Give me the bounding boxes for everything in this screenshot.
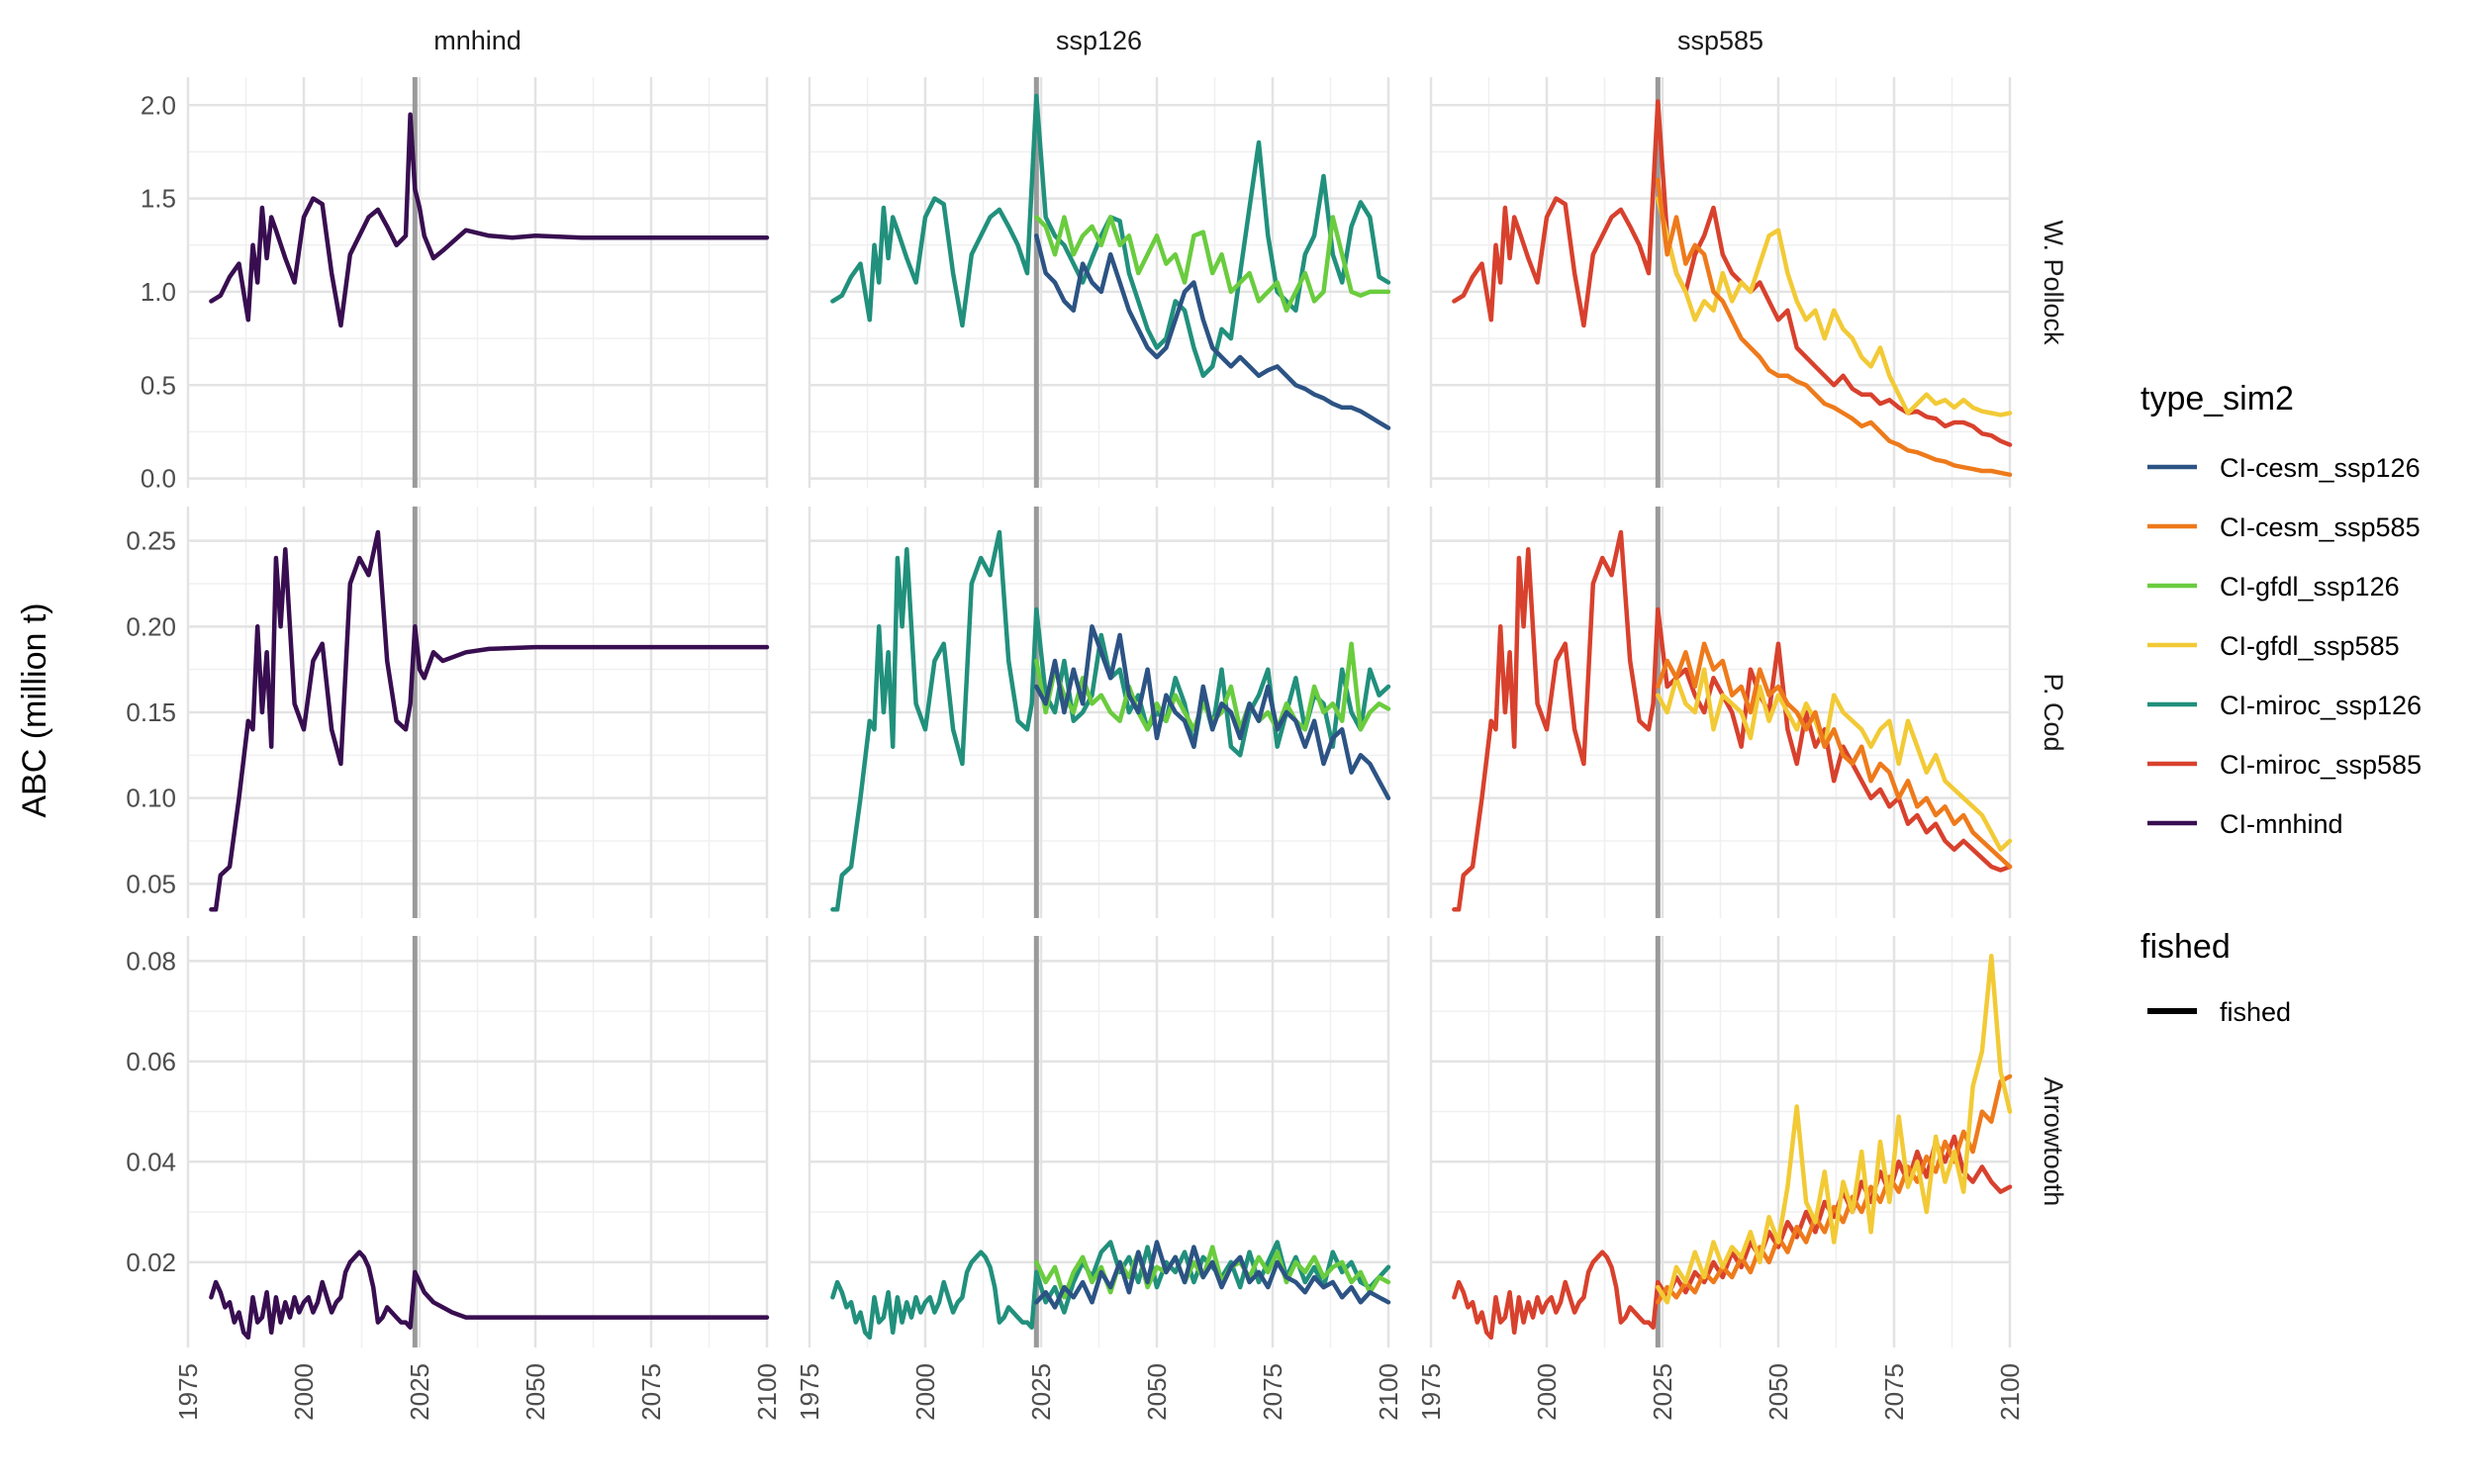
y-tick-label: 0.25 bbox=[126, 526, 176, 556]
legend-item-CI-gfdl_ssp585: CI-gfdl_ssp585 bbox=[2147, 631, 2400, 661]
y-tick-label: 0.05 bbox=[126, 869, 176, 898]
panel-1-0: 0.05 0.10 0.15 0.20 0.25 bbox=[126, 507, 769, 918]
x-tick-label: 2100 bbox=[1374, 1363, 1403, 1421]
series-line-CI-mnhind bbox=[209, 1250, 770, 1341]
panel-2-1: 1975 2000 2025 2050 2075 2100 bbox=[795, 936, 1403, 1421]
x-tick-label: 1975 bbox=[1416, 1363, 1446, 1421]
x-tick-label: 2100 bbox=[752, 1363, 782, 1421]
x-tick-label: 2000 bbox=[910, 1363, 940, 1421]
legend-item-fished: fished bbox=[2147, 997, 2291, 1027]
y-tick-label: 0.02 bbox=[126, 1248, 176, 1277]
y-tick-label: 0.10 bbox=[126, 784, 176, 813]
legend: type_sim2 CI-cesm_ssp126CI-cesm_ssp585CI… bbox=[2141, 380, 2422, 1027]
legend-item-CI-gfdl_ssp126: CI-gfdl_ssp126 bbox=[2147, 572, 2400, 602]
legend-item-CI-mnhind: CI-mnhind bbox=[2147, 809, 2343, 839]
series-line-CI-miroc_ssp585 bbox=[1452, 1134, 2013, 1341]
y-tick-label: 0.08 bbox=[126, 946, 176, 975]
legend-item-CI-miroc_ssp126: CI-miroc_ssp126 bbox=[2147, 691, 2422, 720]
legend-label: CI-mnhind bbox=[2220, 809, 2343, 839]
x-tick-label: 2050 bbox=[1142, 1363, 1172, 1421]
legend-label: fished bbox=[2220, 997, 2291, 1027]
panel-0-2 bbox=[1429, 77, 2012, 488]
x-tick-label: 2000 bbox=[1532, 1363, 1562, 1421]
legend-label: CI-cesm_ssp585 bbox=[2220, 512, 2421, 542]
series-line-CI-cesm_ssp126 bbox=[1034, 233, 1391, 430]
legend-label: CI-miroc_ssp126 bbox=[2220, 691, 2422, 720]
y-tick-label: 1.5 bbox=[141, 184, 176, 214]
x-tick-label: 2000 bbox=[289, 1363, 319, 1421]
x-tick-label: 2025 bbox=[1026, 1363, 1056, 1421]
y-tick-label: 0.5 bbox=[141, 370, 176, 400]
y-tick-label: 0.20 bbox=[126, 611, 176, 641]
series-line-CI-cesm_ssp126 bbox=[1034, 624, 1391, 800]
legend-linetype-items: fished bbox=[2147, 997, 2291, 1027]
series-line-CI-mnhind bbox=[209, 529, 770, 912]
facet-label-ssp126: ssp126 bbox=[1056, 26, 1142, 55]
panel-2-2: 1975 2000 2025 2050 2075 2100 bbox=[1416, 936, 2025, 1421]
legend-color-title: type_sim2 bbox=[2141, 380, 2294, 417]
legend-color-items: CI-cesm_ssp126 CI-cesm_ssp585 CI-gfdl_ssp1… bbox=[2147, 453, 2422, 839]
y-tick-label: 0.06 bbox=[126, 1047, 176, 1076]
facet-row-label-p-cod: P. Cod bbox=[2039, 673, 2068, 751]
y-tick-label: 1.0 bbox=[141, 277, 176, 307]
series-line-CI-miroc_ssp126 bbox=[830, 93, 1391, 379]
series-line-CI-cesm_ssp585 bbox=[1656, 177, 2013, 478]
y-tick-label: 0.15 bbox=[126, 697, 176, 727]
panel-0-1 bbox=[808, 77, 1390, 488]
legend-label: CI-gfdl_ssp585 bbox=[2220, 631, 2400, 661]
y-tick-label: 0.04 bbox=[126, 1147, 176, 1176]
panel-1-2 bbox=[1429, 507, 2012, 918]
x-tick-label: 2050 bbox=[1763, 1363, 1793, 1421]
x-tick-label: 2075 bbox=[1879, 1363, 1909, 1421]
series-line-CI-gfdl_ssp585 bbox=[1656, 954, 2013, 1305]
facet-label-mnhind: mnhind bbox=[433, 26, 522, 55]
series-line-CI-cesm_ssp126 bbox=[1034, 1240, 1391, 1310]
series-line-CI-gfdl_ssp126 bbox=[1034, 215, 1391, 314]
x-tick-label: 1975 bbox=[173, 1363, 203, 1421]
x-tick-label: 2050 bbox=[521, 1363, 550, 1421]
x-tick-label: 1975 bbox=[795, 1363, 824, 1421]
legend-linetype-title: fished bbox=[2141, 928, 2231, 966]
x-tick-label: 2100 bbox=[1995, 1363, 2025, 1421]
y-axis-title: ABC (million t) bbox=[16, 603, 53, 817]
x-tick-label: 2025 bbox=[405, 1363, 434, 1421]
panel-0-0: 0.0 0.5 1.0 1.5 2.0 bbox=[141, 77, 769, 494]
facet-row-label-w-pollock: W. Pollock bbox=[2039, 220, 2068, 345]
legend-item-CI-cesm_ssp126: CI-cesm_ssp126 bbox=[2147, 453, 2421, 483]
y-tick-label: 0.0 bbox=[141, 464, 176, 494]
legend-item-CI-miroc_ssp585: CI-miroc_ssp585 bbox=[2147, 750, 2422, 780]
series-line-CI-miroc_ssp585 bbox=[1452, 529, 2013, 912]
series-line-CI-mnhind bbox=[209, 112, 770, 328]
series-line-CI-cesm_ssp585 bbox=[1656, 641, 2013, 870]
y-axis-title-group: ABC (million t) bbox=[16, 603, 53, 817]
facet-row-label-arrowtooth: Arrowtooth bbox=[2039, 1077, 2068, 1207]
facet-label-ssp585: ssp585 bbox=[1677, 26, 1763, 55]
y-tick-label: 2.0 bbox=[141, 90, 176, 120]
x-tick-label: 2075 bbox=[636, 1363, 666, 1421]
legend-label: CI-miroc_ssp585 bbox=[2220, 750, 2422, 780]
legend-label: CI-cesm_ssp126 bbox=[2220, 453, 2421, 483]
legend-item-CI-cesm_ssp585: CI-cesm_ssp585 bbox=[2147, 512, 2421, 542]
series-line-CI-miroc_ssp585 bbox=[1452, 99, 2013, 447]
panel-2-0: 0.02 0.04 0.06 0.08 1975 2000 2025 2050 2075 2100 bbox=[126, 936, 782, 1421]
x-tick-label: 2075 bbox=[1258, 1363, 1287, 1421]
legend-label: CI-gfdl_ssp126 bbox=[2220, 572, 2400, 602]
facet-panels: mnhind ssp126 ssp585 W. Pollock P. Cod Arrowt… bbox=[126, 26, 2068, 1421]
x-tick-label: 2025 bbox=[1648, 1363, 1677, 1421]
series-line-CI-gfdl_ssp126 bbox=[1034, 1245, 1391, 1300]
series-line-CI-gfdl_ssp585 bbox=[1656, 667, 2013, 852]
